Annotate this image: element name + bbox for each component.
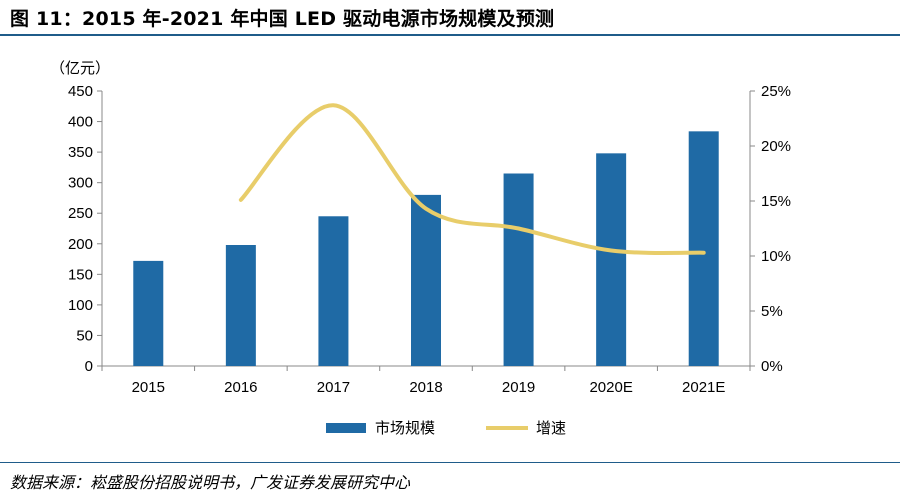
y-right-tick-label: 20%	[761, 138, 791, 155]
bar-2016	[225, 245, 256, 366]
title-rule	[0, 34, 900, 36]
bar-series	[133, 131, 719, 366]
combo-chart: （亿元） 0 50 100 150 200 250 300 350 400 450 0% 5% 10% 1…	[50, 60, 791, 437]
figure-title: 图 11：2015 年-2021 年中国 LED 驱动电源市场规模及预测	[10, 8, 555, 30]
bar-2018	[411, 194, 441, 366]
y-right-tick-label: 0%	[761, 358, 783, 375]
y-left-tick-label: 150	[68, 266, 93, 283]
legend-bar-swatch	[326, 423, 366, 433]
legend: 市场规模 增速	[326, 420, 566, 437]
y-left-tick-label: 400	[68, 114, 93, 131]
y-left-tick-label: 0	[85, 358, 93, 375]
y-left-tick-label: 200	[68, 236, 93, 253]
source-note: 数据来源：崧盛股份招股说明书，广发证券发展研究中心	[10, 473, 411, 492]
legend-line-label: 增速	[536, 420, 566, 437]
x-tick-label: 2020E	[589, 379, 632, 396]
y-left-tick-label: 300	[68, 175, 93, 192]
y-left-tick-label: 250	[68, 205, 93, 222]
y-left-unit-label: （亿元）	[50, 60, 110, 77]
y-left-tick-label: 100	[68, 297, 93, 314]
growth-line	[238, 103, 706, 255]
x-tick-label: 2019	[502, 379, 535, 396]
y-left-tick-label: 350	[68, 144, 93, 161]
y-left-tick-label: 50	[76, 327, 93, 344]
bar-2015	[133, 260, 164, 366]
y-left-tick-label: 450	[68, 83, 93, 100]
y-right-tick-label: 10%	[761, 248, 791, 265]
bar-2017	[318, 216, 349, 366]
x-tick-label: 2018	[409, 379, 442, 396]
y-right-tick-label: 15%	[761, 193, 791, 210]
y-right-tick-label: 5%	[761, 303, 783, 320]
legend-bar-label: 市场规模	[375, 420, 435, 437]
line-series	[238, 103, 706, 255]
bar-2019	[503, 173, 534, 366]
axes: 0 50 100 150 200 250 300 350 400 450 0% 5% 10% 15% 20%…	[68, 83, 791, 396]
bar-2021E	[688, 131, 719, 366]
y-right-tick-label: 25%	[761, 83, 791, 100]
x-tick-label: 2017	[317, 379, 350, 396]
x-tick-label: 2021E	[682, 379, 725, 396]
x-tick-label: 2015	[132, 379, 165, 396]
footer-rule	[0, 462, 900, 463]
x-tick-label: 2016	[224, 379, 257, 396]
bar-2020E	[596, 153, 627, 366]
